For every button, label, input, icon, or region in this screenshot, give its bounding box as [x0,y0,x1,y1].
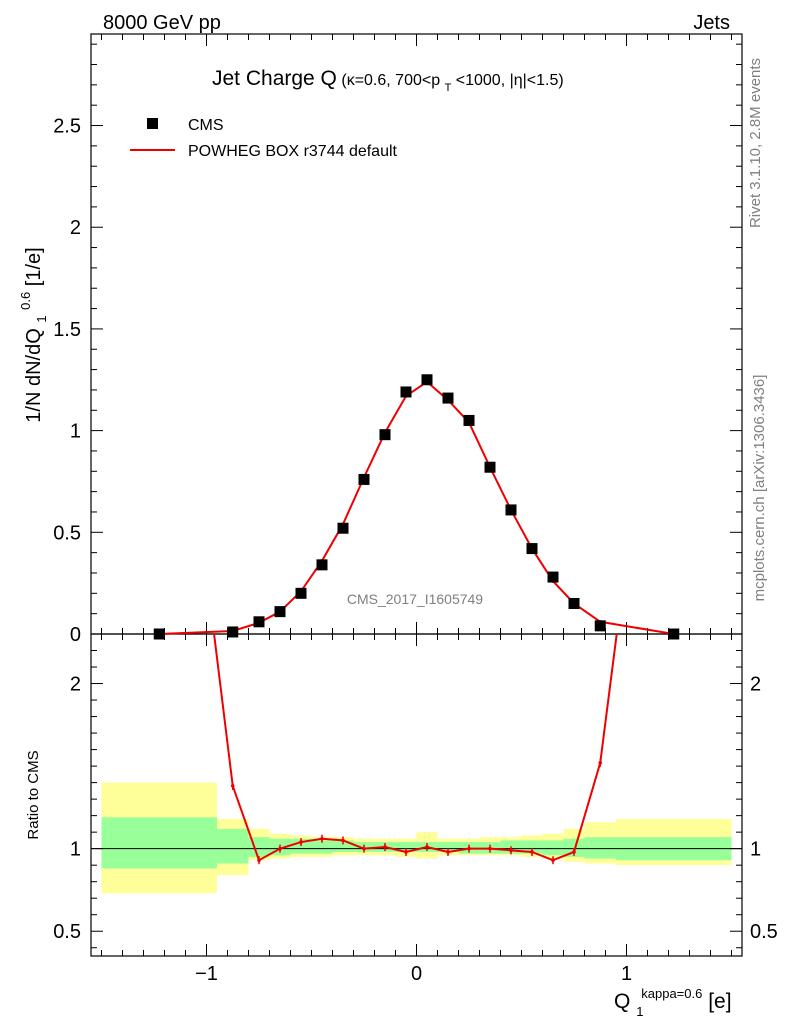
ratio-point [257,858,261,863]
ratio-point [230,784,235,788]
ratio-y-tick-label: 2 [70,674,81,696]
ratio-point [425,845,429,849]
ratio-y-tick-label-right: 2 [750,674,761,696]
ratio-y-tick-label-right: 1 [750,839,761,861]
x-tick-label: −1 [195,963,218,985]
mcplots-label: mcplots.cern.ch [arXiv:1306.3436] [751,375,768,602]
x-tick-label: 0 [411,963,422,985]
cms-data-point [463,414,475,426]
x-label-sup: kappa=0.6 [641,986,702,1001]
ratio-point [299,840,303,844]
legend-cms-marker [147,118,158,129]
ratio-point [404,850,408,854]
ratio-point [598,761,603,765]
stat-uncertainty-band [101,817,217,869]
cms-data-point [227,626,239,638]
y-tick-label: 0.5 [53,522,81,544]
cms-data-point [379,429,391,441]
y-axis-label: 1/N dN/dQ 1 0.6 [1/e] [13,247,51,422]
cms-data-point [153,628,165,640]
y-label-pre: 1/N dN/dQ [23,328,45,422]
title-main: Jet Charge Q [212,67,337,90]
ratio-point [383,845,387,849]
stat-uncertainty-band [521,840,543,854]
ratio-point [341,838,345,843]
ratio-point [530,850,534,854]
stat-uncertainty-band [217,828,249,864]
stat-uncertainty-band [311,840,333,854]
stat-uncertainty-band [563,838,585,857]
ratio-point [467,846,471,851]
y-tick-label: 2 [70,217,81,239]
cms-data-point [253,616,265,628]
y-label-sup: 0.6 [18,292,33,310]
y-tick-label: 0 [70,624,81,646]
legend-powheg-label: POWHEG BOX r3744 default [188,143,398,160]
cms-data-point [295,587,307,599]
y-label-sub: 1 [34,315,49,322]
stat-uncertainty-band [248,837,270,857]
cms-data-point [668,628,680,640]
cms-data-point [442,392,454,404]
title-sub-end: <1000, |η|<1.5) [456,72,564,89]
ratio-y-axis-label: Ratio to CMS [25,750,42,839]
cms-data-point [505,504,517,516]
rivet-version-label: Rivet 3.1.10, 2.8M events [747,58,764,228]
axis-ticks: −1 0 1 0 0.5 1 1.5 2 2.5 0.5 0.5 1 1 2 2 [53,34,778,985]
ratio-point [509,848,513,853]
chart-title: Jet Charge Q (κ=0.6, 700<p T <1000, |η|<… [212,67,564,95]
ratio-point [446,850,450,854]
cms-data-point [358,473,370,485]
stat-uncertainty-band [584,837,616,859]
x-label-main: Q [614,990,630,1013]
ratio-point [278,846,282,851]
ratio-curve [213,634,618,862]
title-sub-pt-index: T [445,82,452,94]
cms-data-point [568,597,580,609]
ratio-y-tick-label-right: 0.5 [750,921,778,943]
title-sub: (κ=0.6, 700<p [341,72,440,89]
jets-label: Jets [693,12,730,34]
x-axis-label: Q 1 kappa=0.6 [e] [614,980,732,1021]
x-tick-label: 1 [621,963,632,985]
y-label-unit: [1/e] [23,247,45,286]
y-tick-label: 1 [70,421,81,443]
ratio-y-tick-label: 0.5 [53,921,81,943]
energy-label: 8000 GeV pp [103,12,221,34]
stat-uncertainty-band [542,840,564,856]
cms-data-point [547,571,559,583]
cms-data-point [274,606,286,618]
ratio-point [572,850,576,854]
stat-uncertainty-band [332,840,354,852]
cms-data-point [400,386,412,398]
cms-data-point [484,461,496,473]
cms-data-point [337,522,349,534]
ratio-y-tick-label: 1 [70,839,81,861]
cms-data-point [526,543,538,555]
cms-data-point [594,620,606,632]
analysis-watermark: CMS_2017_I1605749 [347,591,483,607]
stat-uncertainty-band [290,838,312,854]
y-tick-label: 2.5 [53,116,81,138]
legend-cms-label: CMS [188,117,224,134]
stat-uncertainty-band [437,842,459,852]
x-label-sub: 1 [636,1004,643,1019]
ratio-point [488,846,492,851]
data-series [153,374,680,865]
ratio-point [320,836,324,841]
x-label-unit: [e] [708,990,731,1013]
ratio-point [362,846,366,851]
y-tick-label: 1.5 [53,319,81,341]
ratio-uncertainty-bands [101,782,732,894]
ratio-point [551,858,555,863]
stat-uncertainty-band [395,842,417,852]
cms-data-point [316,559,328,571]
cms-data-point [421,374,433,386]
